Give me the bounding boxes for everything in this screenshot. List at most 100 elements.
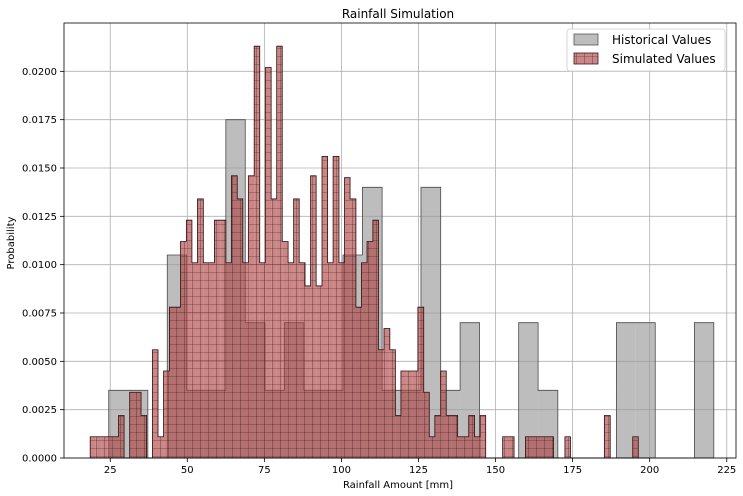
simulated-bar-hatch bbox=[186, 220, 192, 458]
y-tick-label: 0.0200 bbox=[22, 67, 57, 78]
legend-box bbox=[566, 28, 726, 72]
simulated-bar-hatch bbox=[508, 436, 515, 458]
historical-bar bbox=[694, 322, 714, 458]
simulated-bar-hatch bbox=[231, 175, 238, 458]
x-tick-label: 200 bbox=[640, 465, 659, 476]
simulated-bar-hatch bbox=[383, 328, 390, 458]
simulated-bar-hatch bbox=[355, 307, 362, 458]
simulated-bar-hatch bbox=[531, 436, 537, 458]
simulated-bar-hatch bbox=[299, 262, 306, 458]
simulated-bar-hatch bbox=[468, 415, 475, 458]
simulated-bar-hatch bbox=[112, 436, 119, 458]
simulated-bar-hatch bbox=[316, 285, 323, 458]
simulated-bar-hatch bbox=[542, 436, 548, 458]
y-tick-label: 0.0000 bbox=[22, 454, 57, 465]
y-tick-label: 0.0150 bbox=[22, 164, 57, 175]
simulated-bar-hatch bbox=[265, 67, 272, 458]
x-tick-label: 225 bbox=[717, 465, 736, 476]
simulated-bar-hatch bbox=[604, 415, 611, 458]
x-tick-label: 150 bbox=[486, 465, 505, 476]
simulated-bar-hatch bbox=[293, 198, 300, 458]
y-tick-label: 0.0050 bbox=[22, 357, 57, 368]
simulated-bar-hatch bbox=[417, 307, 424, 458]
simulated-bar-hatch bbox=[434, 415, 441, 458]
simulated-bar-hatch bbox=[361, 262, 368, 458]
simulated-bar-hatch bbox=[400, 371, 407, 458]
simulated-bar-hatch bbox=[305, 285, 311, 458]
x-tick-label: 75 bbox=[258, 465, 271, 476]
simulated-bar-hatch bbox=[152, 349, 159, 458]
simulated-bar-hatch bbox=[564, 436, 571, 458]
simulated-bar-hatch bbox=[389, 349, 396, 458]
historical-bar bbox=[420, 187, 441, 459]
simulated-bar-hatch bbox=[197, 198, 204, 458]
x-tick-label: 25 bbox=[104, 465, 117, 476]
chart-title: Rainfall Simulation bbox=[342, 7, 454, 21]
simulated-bar-hatch bbox=[327, 262, 334, 458]
simulated-bar-hatch bbox=[163, 371, 170, 458]
x-tick-label: 175 bbox=[563, 465, 582, 476]
simulated-series bbox=[89, 45, 650, 459]
simulated-bar-hatch bbox=[547, 436, 554, 458]
simulated-bar-hatch bbox=[237, 198, 243, 458]
simulated-bar-hatch bbox=[90, 436, 96, 458]
simulated-outline bbox=[89, 45, 650, 459]
simulated-bar-hatch bbox=[254, 46, 260, 458]
simulated-bar-hatch bbox=[208, 262, 215, 458]
simulated-bar-hatch bbox=[457, 436, 464, 458]
legend-swatch-simulated-hatch bbox=[574, 53, 598, 64]
simulated-bar-hatch bbox=[502, 436, 509, 458]
simulated-bar-hatch bbox=[395, 415, 401, 458]
legend: Historical Values Simulated Values bbox=[566, 28, 726, 72]
simulated-bar-hatch bbox=[282, 241, 289, 458]
historical-bar bbox=[518, 322, 539, 458]
simulated-bar-hatch bbox=[451, 415, 458, 458]
simulated-bar-hatch bbox=[129, 392, 136, 458]
simulated-bar-hatch bbox=[141, 415, 147, 458]
simulated-bar-hatch bbox=[474, 436, 481, 458]
plot-frame bbox=[63, 22, 737, 459]
simulated-bar-hatch bbox=[344, 177, 351, 458]
simulated-bar-hatch bbox=[248, 175, 255, 458]
simulated-bar-hatch bbox=[276, 46, 283, 458]
simulated-bar-hatch bbox=[429, 436, 435, 458]
simulated-bar-hatch bbox=[372, 220, 379, 458]
simulated-bar-hatch bbox=[378, 349, 384, 458]
simulated-bar-hatch bbox=[135, 392, 142, 458]
y-tick-label: 0.0125 bbox=[22, 212, 57, 223]
legend-swatch-historical bbox=[573, 33, 599, 46]
simulated-bar-hatch bbox=[180, 241, 187, 458]
simulated-bar-hatch bbox=[95, 436, 102, 458]
simulated-bar-hatch bbox=[118, 415, 125, 458]
legend-label-simulated: Simulated Values bbox=[612, 52, 716, 66]
y-axis-ticks: 0.0000 0.0025 0.0050 0.0075 0.0100 0.0125 0.01… bbox=[22, 67, 64, 465]
x-tick-label: 125 bbox=[409, 465, 428, 476]
simulated-bar-hatch bbox=[406, 371, 413, 458]
simulated-bar-hatch bbox=[225, 262, 232, 458]
y-tick-label: 0.0075 bbox=[22, 309, 57, 320]
simulated-bar-hatch bbox=[480, 415, 486, 458]
simulated-bar-hatch bbox=[322, 156, 328, 458]
simulated-bar-hatch bbox=[220, 220, 226, 458]
y-axis-label: Probability bbox=[6, 216, 17, 269]
legend-label-historical: Historical Values bbox=[612, 33, 711, 47]
simulated-bar-hatch bbox=[440, 371, 447, 458]
x-axis-ticks: 25 50 75 100 125 150 175 200 225 bbox=[104, 458, 736, 476]
x-tick-label: 100 bbox=[332, 465, 351, 476]
historical-bar bbox=[635, 322, 656, 458]
simulated-bar-hatch bbox=[101, 436, 108, 458]
y-tick-label: 0.0100 bbox=[22, 260, 57, 271]
simulated-bar-hatch bbox=[214, 220, 221, 458]
simulated-bar-hatch bbox=[632, 436, 639, 458]
simulated-bar-hatch bbox=[536, 436, 543, 458]
x-axis-label: Rainfall Amount [mm] bbox=[343, 480, 453, 491]
simulated-bar-hatch bbox=[367, 241, 373, 458]
simulated-bar-hatch bbox=[288, 262, 294, 458]
simulated-bar-hatch bbox=[158, 436, 164, 458]
simulated-bar-hatch bbox=[242, 262, 249, 458]
simulated-bar-hatch bbox=[338, 262, 345, 458]
simulated-bar-hatch bbox=[191, 262, 198, 458]
historical-bar bbox=[616, 322, 636, 458]
simulated-bar-hatch bbox=[333, 156, 339, 458]
